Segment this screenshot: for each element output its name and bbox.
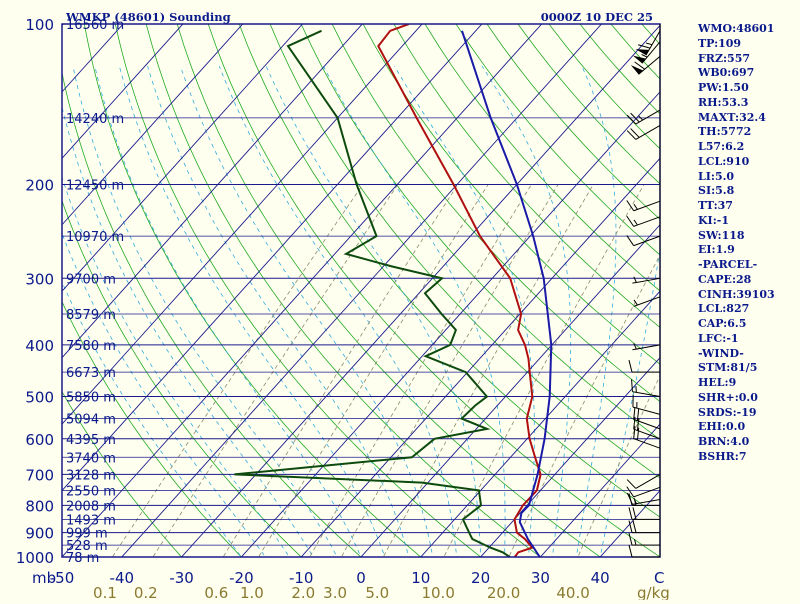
height-label: 6673 m bbox=[66, 366, 116, 381]
pressure-label: 900 bbox=[25, 525, 54, 543]
mixing-ratio-label: 10.0 bbox=[421, 584, 454, 600]
index-value: MAXT:32.4 bbox=[698, 111, 800, 126]
height-label: 8579 m bbox=[66, 308, 116, 323]
index-value: EI:1.9 bbox=[698, 243, 800, 258]
mixing-ratio-label: 40.0 bbox=[556, 584, 589, 600]
mixing-ratio-label: 2.0 bbox=[291, 584, 315, 600]
pressure-label: 600 bbox=[25, 431, 54, 449]
height-label: 2008 m bbox=[66, 499, 116, 514]
pressure-label: 800 bbox=[25, 497, 54, 515]
index-value: TP:109 bbox=[698, 37, 800, 52]
mixing-ratio-label: 20.0 bbox=[487, 584, 520, 600]
height-label: 14240 m bbox=[66, 112, 124, 127]
index-value: PW:1.50 bbox=[698, 81, 800, 96]
height-label: 5850 m bbox=[66, 391, 116, 406]
height-label: 3740 m bbox=[66, 451, 116, 466]
index-value: FRZ:557 bbox=[698, 52, 800, 67]
sounding-time: 0000Z 10 DEC 25 bbox=[541, 10, 653, 24]
pressure-label: 1000 bbox=[16, 549, 54, 567]
index-value: CAP:6.5 bbox=[698, 317, 800, 332]
temperature-tick-label: -50 bbox=[50, 569, 75, 587]
mixing-ratio-label: 0.2 bbox=[134, 584, 158, 600]
height-label: 2550 m bbox=[66, 484, 116, 499]
index-value: KI:-1 bbox=[698, 214, 800, 229]
index-value: CINH:39103 bbox=[698, 288, 800, 303]
mixing-ratio-label: 1.0 bbox=[240, 584, 264, 600]
height-label: 3128 m bbox=[66, 468, 116, 483]
index-value: RH:53.3 bbox=[698, 96, 800, 111]
temperature-tick-label: 30 bbox=[531, 569, 550, 587]
height-label: 9700 m bbox=[66, 272, 116, 287]
index-value: -WIND- bbox=[698, 347, 800, 362]
index-value: LCL:827 bbox=[698, 302, 800, 317]
index-value: TT:37 bbox=[698, 199, 800, 214]
pressure-label: 500 bbox=[25, 389, 54, 407]
index-value: BRN:4.0 bbox=[698, 435, 800, 450]
index-value: LI:5.0 bbox=[698, 170, 800, 185]
height-label: 7580 m bbox=[66, 339, 116, 354]
height-label: 12450 m bbox=[66, 178, 124, 193]
pressure-label: 200 bbox=[25, 176, 54, 194]
mixing-ratio-label: 0.6 bbox=[204, 584, 228, 600]
index-value: SW:118 bbox=[698, 229, 800, 244]
index-value: CAPE:28 bbox=[698, 273, 800, 288]
pressure-label: 100 bbox=[25, 16, 54, 34]
index-value: TH:5772 bbox=[698, 125, 800, 140]
index-value: SRDS:-19 bbox=[698, 406, 800, 421]
mixing-ratio-unit: g/kg bbox=[637, 584, 670, 600]
index-value: LCL:910 bbox=[698, 155, 800, 170]
height-label: 78 m bbox=[66, 551, 99, 566]
index-value: -PARCEL- bbox=[698, 258, 800, 273]
index-value: HEL:9 bbox=[698, 376, 800, 391]
index-value: LFC:-1 bbox=[698, 332, 800, 347]
pressure-label: 700 bbox=[25, 466, 54, 484]
index-value: SHR+:0.0 bbox=[698, 391, 800, 406]
index-value: WB0:697 bbox=[698, 66, 800, 81]
mixing-ratio-label: 5.0 bbox=[365, 584, 389, 600]
pressure-label: 300 bbox=[25, 270, 54, 288]
height-label: 4395 m bbox=[66, 433, 116, 448]
mixing-ratio-label: 3.0 bbox=[323, 584, 347, 600]
index-value: SI:5.8 bbox=[698, 184, 800, 199]
index-value: WMO:48601 bbox=[698, 22, 800, 37]
index-value: STM:81/5 bbox=[698, 361, 800, 376]
height-label: 10970 m bbox=[66, 230, 124, 245]
index-value: L57:6.2 bbox=[698, 140, 800, 155]
index-value: BSHR:7 bbox=[698, 450, 800, 465]
height-label: 5094 m bbox=[66, 413, 116, 428]
height-label: 16560 m bbox=[66, 18, 124, 33]
index-value: EHI:0.0 bbox=[698, 420, 800, 435]
temperature-tick-label: 40 bbox=[591, 569, 610, 587]
temperature-tick-label: -30 bbox=[169, 569, 194, 587]
mixing-ratio-label: 0.1 bbox=[93, 584, 117, 600]
pressure-label: 400 bbox=[25, 337, 54, 355]
